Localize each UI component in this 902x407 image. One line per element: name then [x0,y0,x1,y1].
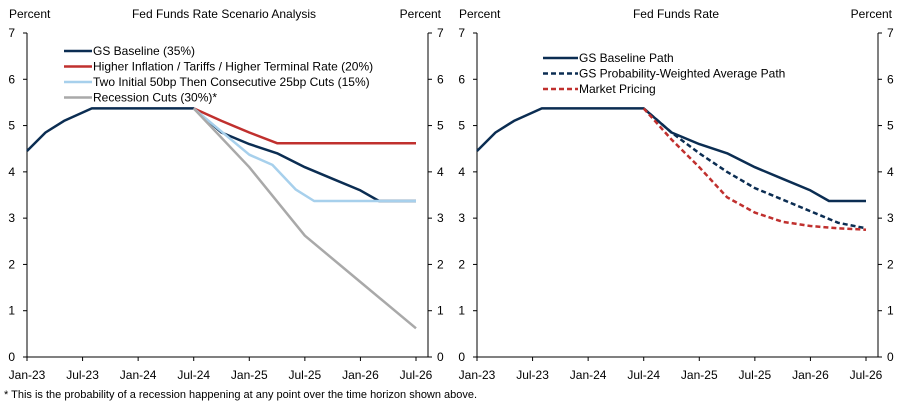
series-line-3 [642,107,867,231]
x-tick-label: Jul-24 [177,368,210,382]
series-line-3 [192,107,416,203]
y-axis-label-right: Percent [851,7,893,21]
x-tick-label: Jul-25 [289,368,322,382]
y-tick-label-right: 3 [887,211,894,225]
y-tick-label-left: 0 [458,350,465,364]
legend-label-1: GS Baseline Path [579,51,674,65]
x-tick-label: Jan-26 [342,368,379,382]
x-tick-label: Jul-24 [627,368,660,382]
x-tick-label: Jul-26 [850,368,883,382]
x-tick-label: Jan-26 [792,368,829,382]
series-line-2 [642,107,867,230]
x-tick-label: Jan-25 [231,368,268,382]
y-tick-label-right: 0 [887,350,894,364]
y-tick-label-right: 3 [437,211,444,225]
chart-title: Fed Funds Rate Scenario Analysis [132,7,316,21]
y-tick-label-right: 4 [437,165,444,179]
y-tick-label-right: 1 [437,304,444,318]
y-tick-label-left: 1 [458,304,465,318]
series-line-4 [192,107,417,330]
y-tick-label-left: 3 [8,211,15,225]
y-tick-label-left: 7 [8,26,15,40]
y-tick-label-right: 5 [437,119,444,133]
y-axis-label-right: Percent [400,7,442,21]
legend-label-3: Two Initial 50bp Then Consecutive 25bp C… [93,75,370,89]
x-tick-label: Jul-25 [739,368,772,382]
legend: GS Baseline (35%) Higher Inflation / Tari… [64,44,373,105]
series-line-2 [193,107,416,145]
x-tick-label: Jan-23 [9,368,46,382]
y-tick-label-left: 4 [458,165,465,179]
legend: GS Baseline Path GS Probability-Weighted … [543,51,785,96]
y-tick-label-left: 0 [8,350,15,364]
legend-label-4: Recession Cuts (30%)* [93,91,217,105]
y-tick-label-left: 1 [8,304,15,318]
x-tick-label: Jul-23 [66,368,99,382]
y-tick-label-right: 0 [437,350,444,364]
chart-panel-1: Fed Funds Rate Scenario Analysis Percent P… [8,7,444,382]
legend-label-2: GS Probability-Weighted Average Path [579,67,785,81]
y-tick-label-right: 2 [437,257,444,271]
legend-label-3: Market Pricing [579,82,656,96]
y-tick-label-right: 7 [437,26,444,40]
legend-label-1: GS Baseline (35%) [93,44,195,58]
y-tick-label-left: 6 [458,72,465,86]
x-tick-label: Jan-25 [681,368,718,382]
x-tick-label: Jul-26 [400,368,433,382]
x-tick-label: Jan-23 [459,368,496,382]
legend-label-2: Higher Inflation / Tariffs / Higher Term… [93,60,373,74]
x-tick-label: Jul-23 [516,368,549,382]
y-tick-label-left: 5 [8,119,15,133]
y-tick-label-left: 3 [458,211,465,225]
chart-panel-2: Fed Funds Rate Percent Percent 0 0 1 1 2 2 3 3 4 4 5 5… [458,7,894,382]
x-tick-label: Jan-24 [570,368,607,382]
y-tick-label-left: 7 [458,26,465,40]
y-tick-label-right: 1 [887,304,894,318]
x-tick-label: Jan-24 [120,368,157,382]
y-tick-label-right: 5 [887,119,894,133]
y-tick-label-right: 2 [887,257,894,271]
series-line-1 [26,107,416,203]
y-tick-label-right: 6 [437,72,444,86]
y-tick-label-left: 2 [8,257,15,271]
y-tick-label-right: 4 [887,165,894,179]
y-tick-label-left: 6 [8,72,15,86]
y-tick-label-right: 6 [887,72,894,86]
y-axis-label-left: Percent [459,7,501,21]
series-line-1 [476,107,866,203]
y-tick-label-left: 5 [458,119,465,133]
y-tick-label-left: 2 [458,257,465,271]
y-axis-label-left: Percent [9,7,51,21]
y-tick-label-left: 4 [8,165,15,179]
footnote: * This is the probability of a recession… [4,389,478,401]
y-tick-label-right: 7 [887,26,894,40]
chart-title: Fed Funds Rate [633,7,719,21]
